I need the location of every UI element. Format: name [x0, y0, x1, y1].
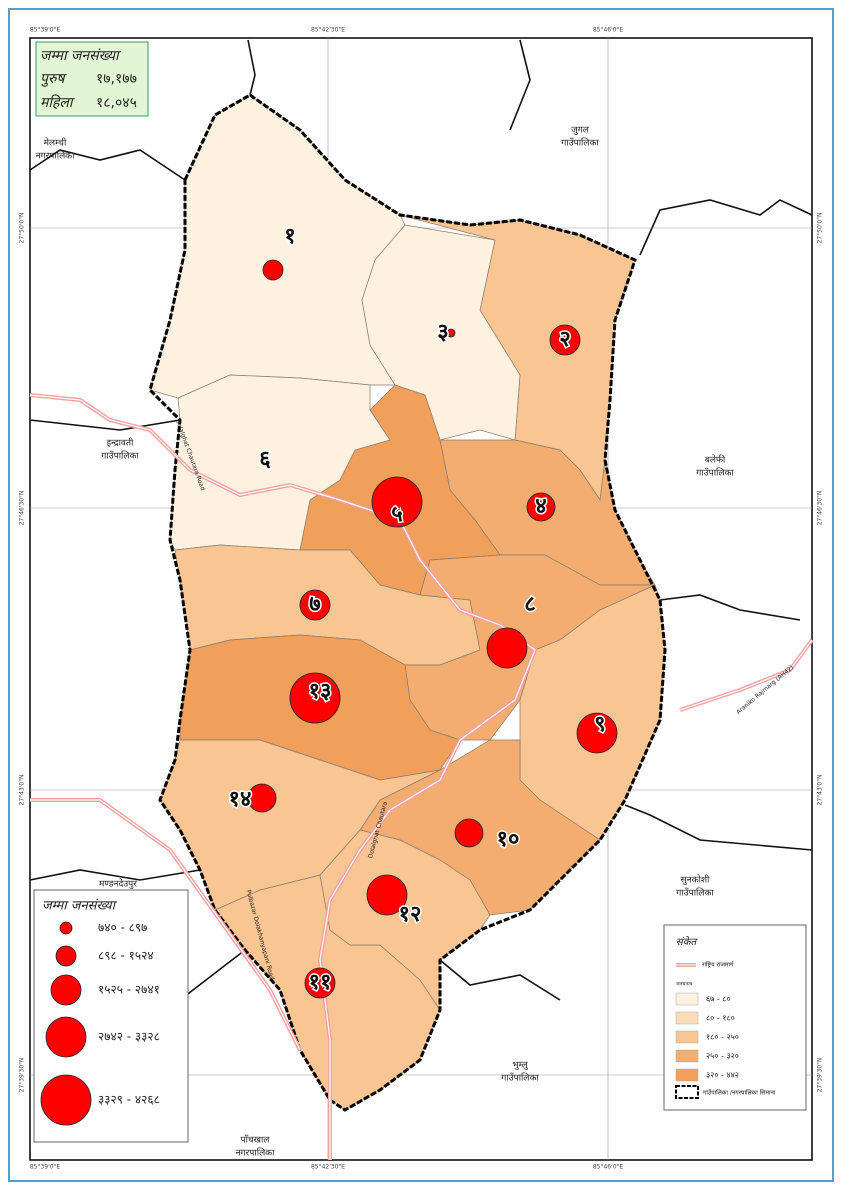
ward-number: १० [497, 827, 520, 852]
neighbor-label: सुनकोशी [681, 874, 710, 886]
coord-label: 27°46'30"N [817, 491, 824, 526]
coord-label: 27°39'30"N [817, 1058, 824, 1093]
population-circle [446, 328, 456, 338]
neighbor-label: गाउँपालिका [501, 1072, 539, 1084]
ward-number: १२ [399, 902, 422, 927]
neighbor-label: नगरपालिका [236, 1147, 276, 1159]
neighbor-label: गाउँपालिका [101, 450, 139, 462]
population-circle [366, 874, 408, 916]
legend-swatch [675, 992, 699, 1006]
population-circle [304, 967, 336, 999]
legend-circle [55, 945, 77, 967]
population-circle [549, 324, 581, 356]
ward-number: २ [559, 327, 570, 352]
neighbor-label: इन्द्रावती [107, 437, 134, 449]
legend-swatch [675, 1049, 699, 1063]
population-circle [371, 476, 423, 528]
ward-number: ६ [259, 447, 271, 472]
coord-label: 27°50'0"N [19, 213, 26, 244]
legend-title: जम्मा जनसंख्या [42, 899, 118, 914]
legend-label: ३२० - ४४२ [706, 1071, 739, 1080]
ward-number: १ [284, 224, 295, 249]
legend-label: ८९८ - १५२४ [98, 949, 154, 963]
ward-number: ९ [594, 712, 605, 737]
legend-label: ८० - १८० [706, 1014, 735, 1023]
legend-label: १५२५ - २७४१ [98, 983, 160, 997]
coord-label: 27°39'30"N [19, 1058, 26, 1093]
ward-number: ३ [437, 320, 448, 345]
neighbor-label: पाँचखाल [241, 1134, 271, 1146]
coord-label: 85°42'30"E [311, 27, 345, 34]
summary-bg [35, 41, 149, 117]
legend-circle [59, 921, 73, 935]
ward-number: १३ [309, 679, 332, 704]
legend-label: १८० - २५० [706, 1033, 739, 1042]
boundary-symbol [675, 1085, 699, 1099]
legend-swatch [675, 1068, 699, 1082]
coord-label: 27°50'0"N [817, 213, 824, 244]
coord-label: 27°43'0"N [19, 775, 26, 806]
legend-subtitle: जनघनत्व [676, 982, 693, 988]
coord-label: 27°43'0"N [817, 775, 824, 806]
population-circle [262, 259, 284, 281]
population-circle [486, 627, 528, 669]
neighbor-label: मण्डनदेउपुर [99, 878, 137, 890]
legend-circle [50, 974, 82, 1006]
neighbor-label: गाउँपालिका [561, 137, 599, 149]
ward-number: ८ [524, 592, 535, 617]
summary-label: पुरुष [40, 71, 67, 87]
neighbor-label: मेलम्ची [44, 137, 67, 149]
legend-label: २७४२ - ३३२८ [98, 1030, 160, 1044]
coord-label: 27°46'30"N [19, 491, 26, 526]
legend-circle [40, 1074, 92, 1126]
legend-label: २५० - ३२० [706, 1052, 739, 1061]
population-circle [526, 492, 556, 522]
ward-number: १४ [229, 787, 252, 812]
summary-label: महिला [40, 94, 76, 111]
summary-value: १८,०४५ [96, 95, 137, 111]
legend-label: राष्ट्रिय राजमार्ग [702, 961, 734, 969]
population-circle [299, 589, 331, 621]
neighbor-label: गाउँपालिका [696, 467, 734, 479]
coord-label: 85°46'0"E [593, 27, 623, 34]
population-circle [289, 672, 341, 724]
summary-box: जम्मा जनसंख्या पुरुष १७,१७७ महिला १८,०४५ [35, 41, 149, 117]
coord-label: 85°39'0"E [30, 1164, 60, 1171]
population-legend: जम्मा जनसंख्या ७४० - ८९७ ८९८ - १५२४ १५२५ -… [33, 889, 189, 1143]
neighbor-label: भुम्लु [512, 1061, 528, 1071]
population-circle [454, 818, 484, 848]
legend-label: ३३२९ - ४२६८ [98, 1093, 160, 1107]
municipality-boundary [148, 93, 667, 1112]
neighbor-label: जुगल [571, 126, 590, 136]
ward-number: ११ [309, 970, 332, 995]
summary-value: १७,१७७ [96, 71, 137, 87]
coord-label: 85°42'30"E [311, 1164, 345, 1171]
coord-label: 85°46'0"E [593, 1164, 623, 1171]
population-circle [247, 783, 277, 813]
legend-label: गाउँपालिका /नगरपालिका सिमाना [703, 1089, 776, 1097]
ward-number: ५ [391, 502, 402, 527]
legend-label: ६७ - ८० [706, 995, 731, 1004]
legend-circle [45, 1016, 87, 1058]
roads [29, 393, 814, 1160]
neighbor-label: गाउँपालिका [676, 887, 714, 899]
population-circle [576, 712, 618, 754]
legend-swatch [675, 1011, 699, 1025]
coord-label: 85°39'0"E [30, 27, 60, 34]
ward-number: ४ [535, 494, 546, 519]
summary-title: जम्मा जनसंख्या [40, 48, 122, 64]
neighbor-label: नगरपालिका [36, 150, 76, 162]
neighbor-label: बलेफी [705, 454, 726, 466]
legend-label: ७४० - ८९७ [98, 921, 147, 935]
legend-title: संकेत [676, 936, 698, 948]
ward-area [169, 374, 391, 551]
ward-number: ७ [309, 592, 320, 617]
map-legend: संकेत राष्ट्रिय राजमार्ग जनघनत्व गाउँपाल… [663, 924, 807, 1111]
legend-swatch [675, 1030, 699, 1044]
